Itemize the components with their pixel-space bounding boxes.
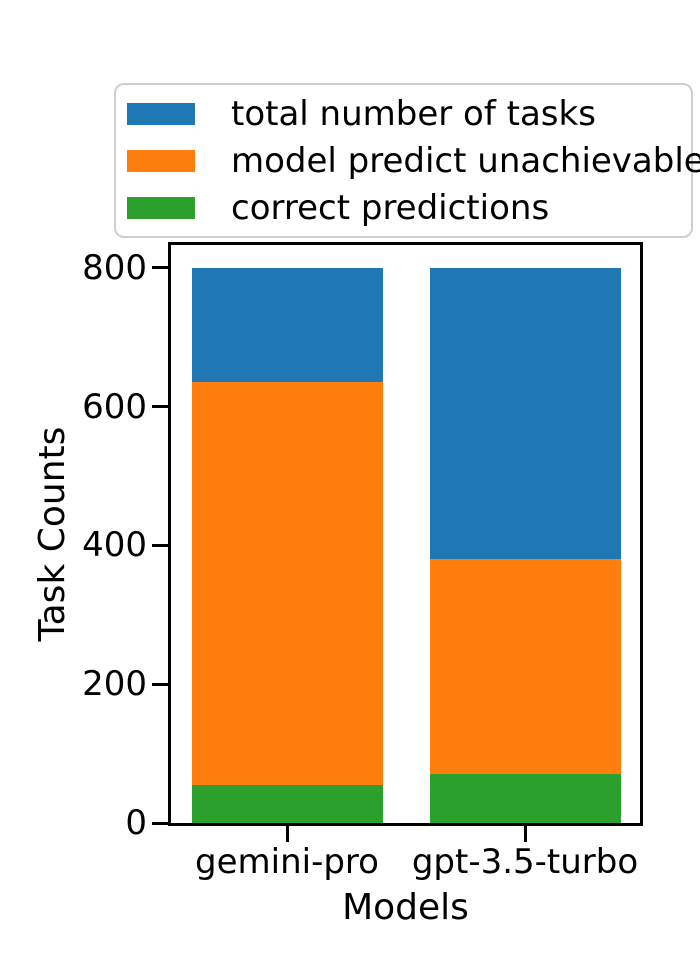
legend: total number of tasks model predict unac… [114, 83, 700, 238]
y-tick [152, 405, 168, 409]
y-tick-label: 800 [82, 247, 147, 288]
x-tick-label-gpt-3.5-turbo: gpt-3.5-turbo [411, 842, 639, 882]
y-tick-label: 400 [82, 525, 147, 566]
plot-area: 0 200 400 600 800 gemini-pro gpt-3.5-turbo [82, 242, 643, 879]
legend-label: total number of tasks [231, 93, 596, 134]
legend-swatch-orange [127, 149, 195, 172]
y-tick-label: 600 [82, 386, 147, 427]
bar-gemini-pro-series1 [191, 382, 383, 823]
x-tick [285, 826, 289, 842]
legend-item-correct-predictions: correct predictions [127, 184, 691, 231]
legend-swatch-blue [127, 102, 195, 125]
legend-item-total-tasks: total number of tasks [127, 90, 691, 137]
y-tick [152, 266, 168, 270]
y-tick [152, 682, 168, 686]
y-tick [152, 821, 168, 825]
x-axis-label: Models [342, 887, 469, 928]
legend-label: model predict unachievable [231, 140, 700, 181]
legend-item-predict-unachievable: model predict unachievable [127, 137, 700, 184]
legend-label: correct predictions [231, 187, 550, 228]
x-tick [523, 826, 527, 842]
y-tick [152, 543, 168, 547]
x-tick-label-gemini-pro: gemini-pro [195, 842, 379, 882]
bar-gpt-3.5-turbo-series2 [429, 774, 621, 823]
bar-gemini-pro-series2 [191, 784, 383, 823]
legend-swatch-green [127, 196, 195, 219]
y-tick-label: 0 [125, 803, 147, 843]
y-tick-label: 200 [82, 664, 147, 705]
y-axis-label: Task Counts [32, 426, 73, 642]
